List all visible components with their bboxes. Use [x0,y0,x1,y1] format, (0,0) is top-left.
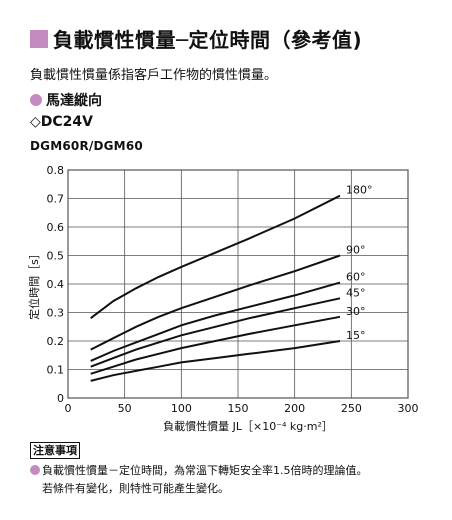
series-line [90,340,341,382]
y-tick-label: 0 [57,392,64,405]
x-tick-label: 300 [398,402,419,415]
series-line [90,297,341,368]
series-line [90,281,341,362]
y-tick-label: 0.6 [47,221,65,234]
notes-label: 注意事項 [30,442,80,459]
note-bullet-icon [30,465,40,475]
section-heading: 馬達縱向 [30,90,102,110]
series-label: 15° [346,329,366,342]
y-tick-label: 0.3 [47,307,65,320]
y-tick-label: 0.5 [47,250,65,263]
y-axis-label: 定位時間［s］ [27,248,41,320]
bullet-dot-icon [30,94,42,106]
y-tick-label: 0.7 [47,193,65,206]
series-line [90,194,341,319]
section-title: 馬達縱向 [46,93,102,109]
series-line [90,315,341,375]
series-label: 45° [346,286,366,299]
note-text-2: 若條件有變化，則特性可能產生變化。 [42,482,229,495]
page-title: 負載慣性慣量─定位時間（參考值) [53,28,363,52]
x-tick-label: 250 [341,402,362,415]
series-label: 60° [346,271,366,284]
series-label: 180° [346,184,373,197]
series-line [90,254,341,351]
series-label: 90° [346,244,366,257]
x-tick-label: 100 [171,402,192,415]
y-tick-label: 0.8 [47,164,65,177]
description: 負載慣性慣量係指客戶工作物的慣性慣量。 [30,68,278,83]
note-line-1: 負載慣性慣量－定位時間，為常溫下轉矩安全率1.5倍時的理論值。 [30,462,368,478]
series-label: 30° [346,305,366,318]
x-axis-label: 負載慣性慣量 JL［×10⁻⁴ kg·m²］ [163,419,333,433]
y-tick-label: 0.4 [47,278,65,291]
x-tick-label: 200 [284,402,305,415]
y-tick-label: 0.1 [47,364,65,377]
voltage-label: ◇DC24V [30,114,93,130]
model-label: DGM60R/DGM60 [30,139,143,153]
y-tick-label: 0.2 [47,335,65,348]
chart: 0 50 100 150 200 250 300 0 0.1 0.2 0.3 0.4 0.5 0.6 0.7… [27,164,419,433]
note-text-1: 負載慣性慣量－定位時間，為常溫下轉矩安全率1.5倍時的理論值。 [42,464,368,477]
x-tick-label: 150 [228,402,249,415]
title-square-icon [30,29,48,48]
x-tick-label: 50 [118,402,132,415]
x-tick-label: 0 [65,402,72,415]
title-row: 負載慣性慣量─定位時間（參考值) [30,24,362,53]
